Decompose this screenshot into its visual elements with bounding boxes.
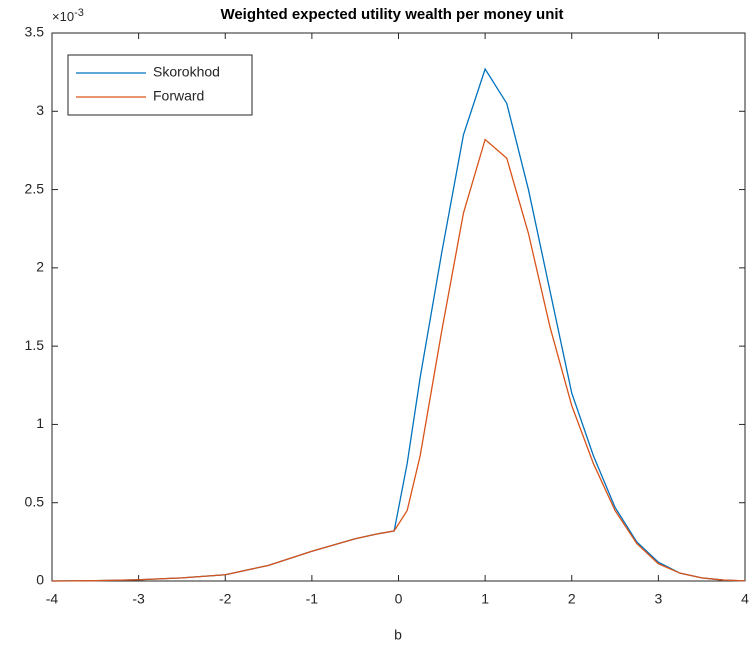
y-tick-label: 1.5 xyxy=(25,337,45,353)
x-tick-label: 3 xyxy=(654,591,662,607)
plot-area xyxy=(51,32,746,582)
y-tick-label: 2 xyxy=(36,259,44,275)
x-tick-label: -3 xyxy=(132,591,145,607)
y-tick-label: 3 xyxy=(36,102,44,118)
legend-box xyxy=(67,54,253,116)
x-tick-label: 4 xyxy=(741,591,749,607)
x-tick-label: 2 xyxy=(568,591,576,607)
chart-title: Weighted expected utility wealth per mon… xyxy=(220,6,563,23)
y-tick-label: 3.5 xyxy=(25,24,45,40)
x-tick-label: -2 xyxy=(219,591,232,607)
x-tick-label: 1 xyxy=(481,591,489,607)
x-tick-label: -1 xyxy=(306,591,319,607)
y-exponent: ×10-3 xyxy=(52,7,84,25)
y-tick-label: 0 xyxy=(36,572,44,588)
legend-label: Skorokhod xyxy=(153,64,220,80)
x-tick-label: -4 xyxy=(46,591,59,607)
y-tick-label: 1 xyxy=(36,415,44,431)
y-exponent-power: -3 xyxy=(74,7,84,19)
x-tick-label: 0 xyxy=(395,591,403,607)
y-exponent-base: ×10 xyxy=(52,9,74,24)
y-tick-label: 2.5 xyxy=(25,180,45,196)
line-series xyxy=(51,138,746,582)
y-tick-label: 0.5 xyxy=(25,493,45,509)
x-axis-label: b xyxy=(394,627,402,643)
legend-label: Forward xyxy=(153,88,204,104)
